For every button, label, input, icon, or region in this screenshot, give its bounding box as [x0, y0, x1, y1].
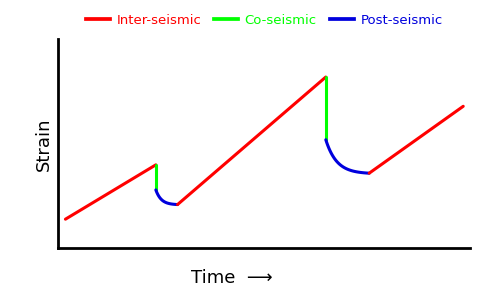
Text: Time  ⟶: Time ⟶ [190, 269, 272, 287]
Y-axis label: Strain: Strain [34, 117, 53, 171]
Legend: Inter-seismic, Co-seismic, Post-seismic: Inter-seismic, Co-seismic, Post-seismic [80, 8, 447, 32]
